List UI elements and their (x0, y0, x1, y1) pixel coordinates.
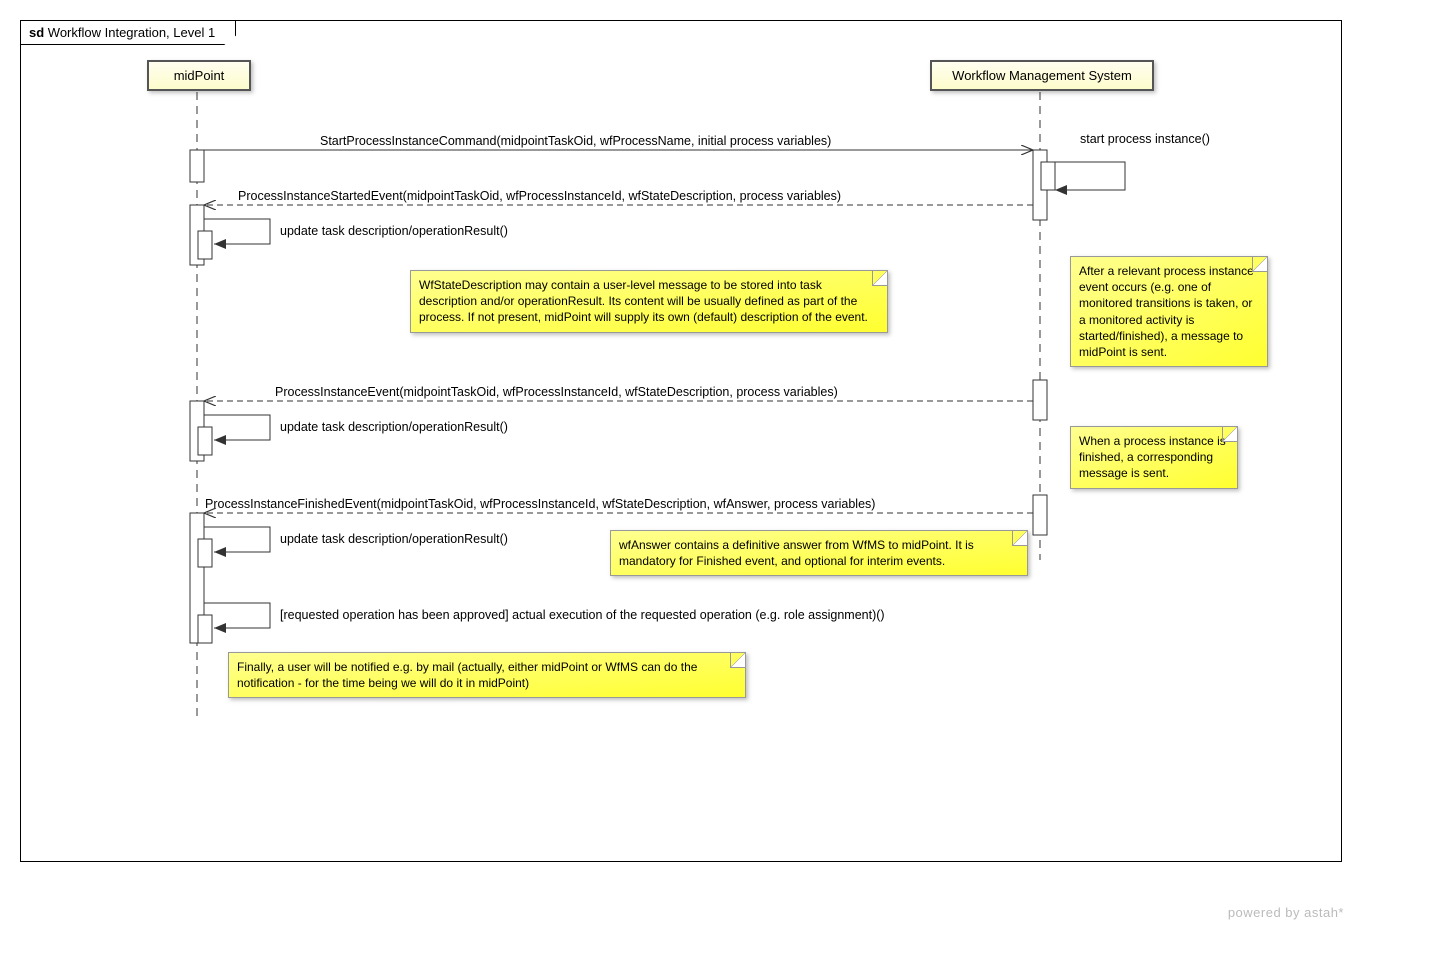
msg-execute: [requested operation has been approved] … (280, 608, 885, 622)
msg-finished-event: ProcessInstanceFinishedEvent(midpointTas… (205, 497, 875, 511)
msg-instance-event: ProcessInstanceEvent(midpointTaskOid, wf… (275, 385, 838, 399)
note-wfstate: WfStateDescription may contain a user-le… (410, 270, 888, 333)
note-relevant-event: After a relevant process instance event … (1070, 256, 1268, 367)
note-notify: Finally, a user will be notified e.g. by… (228, 652, 746, 698)
msg-update1: update task description/operationResult(… (280, 224, 508, 238)
msg-update3: update task description/operationResult(… (280, 532, 508, 546)
msg-start-instance: start process instance() (1080, 132, 1210, 146)
note-finished: When a process instance is finished, a c… (1070, 426, 1238, 489)
msg-start-cmd: StartProcessInstanceCommand(midpointTask… (320, 134, 831, 148)
note-wfanswer: wfAnswer contains a definitive answer fr… (610, 530, 1028, 576)
msg-started-event: ProcessInstanceStartedEvent(midpointTask… (238, 189, 841, 203)
footer-branding: powered by astah* (1228, 905, 1344, 920)
msg-update2: update task description/operationResult(… (280, 420, 508, 434)
